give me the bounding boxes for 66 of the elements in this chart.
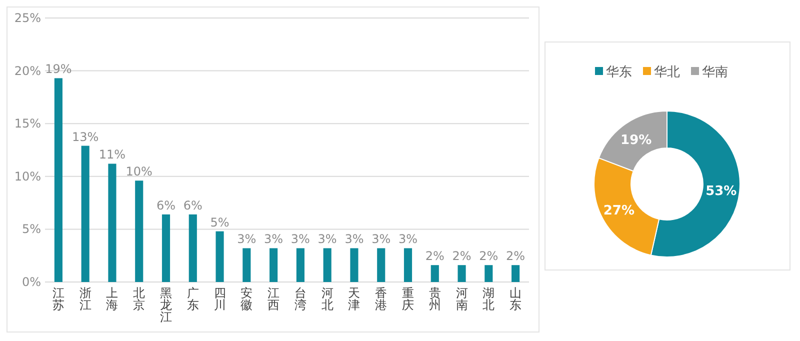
- bar: [162, 214, 170, 282]
- data-label: 2%: [452, 249, 472, 264]
- data-label: 3%: [344, 232, 364, 246]
- data-label: 53%: [706, 184, 737, 200]
- bar: [404, 248, 412, 282]
- x-tick-label: 台湾: [294, 286, 306, 312]
- x-tick-label: 黑龙江: [160, 286, 172, 324]
- data-label: 27%: [603, 204, 635, 219]
- x-tick-label: 广东: [186, 286, 199, 312]
- bar: [188, 214, 197, 282]
- bar: [484, 265, 493, 282]
- bar: [81, 146, 90, 282]
- data-label: 3%: [372, 232, 391, 246]
- bar: [135, 180, 144, 282]
- data-label: 3%: [398, 232, 418, 246]
- data-label: 13%: [72, 130, 99, 144]
- data-label: 3%: [290, 232, 310, 246]
- x-tick-label: 重庆: [402, 286, 414, 312]
- bar: [458, 265, 466, 282]
- y-tick-label: 5%: [22, 222, 41, 236]
- bar: [323, 248, 332, 282]
- data-label: 2%: [425, 249, 444, 264]
- data-label: 3%: [264, 232, 284, 246]
- data-label: 6%: [156, 198, 176, 212]
- x-tick-label: 安徽: [240, 286, 253, 312]
- data-label: 2%: [506, 249, 526, 264]
- y-tick-label: 15%: [14, 116, 41, 131]
- x-tick-label: 江西: [268, 286, 280, 312]
- x-tick-label: 北京: [133, 286, 146, 312]
- data-label: 10%: [126, 164, 152, 179]
- y-tick-label: 20%: [14, 64, 41, 78]
- bar: [242, 248, 251, 282]
- x-tick-label: 浙江: [79, 286, 92, 312]
- x-tick-label: 山东: [510, 286, 522, 312]
- y-tick-label: 0%: [22, 275, 41, 289]
- data-label: 3%: [318, 232, 337, 246]
- y-tick-label: 10%: [14, 169, 41, 184]
- y-tick-label: 25%: [14, 11, 41, 25]
- x-tick-label: 江苏: [52, 286, 64, 312]
- data-label: 11%: [98, 148, 126, 162]
- data-label: 6%: [183, 198, 202, 212]
- data-label: 3%: [237, 232, 256, 246]
- x-tick-label: 河北: [321, 286, 334, 312]
- data-label: 19%: [620, 133, 652, 148]
- x-tick-label: 河南: [456, 286, 468, 312]
- data-label: 5%: [210, 215, 230, 230]
- x-tick-label: 湖北: [482, 286, 495, 312]
- bar: [350, 248, 358, 282]
- x-tick-label: 四川: [214, 286, 226, 312]
- x-tick-label: 香港: [375, 286, 388, 312]
- legend-label: 华东: [606, 65, 632, 80]
- legend-label: 华北: [654, 65, 680, 80]
- bar: [108, 164, 116, 282]
- bar: [512, 265, 520, 282]
- bar: [270, 248, 278, 282]
- bar: [216, 231, 224, 282]
- bar: [430, 265, 439, 282]
- bar: [54, 78, 62, 282]
- bar: [377, 248, 386, 282]
- data-label: 19%: [45, 62, 72, 76]
- legend-label: 华南: [702, 65, 728, 80]
- x-tick-label: 上海: [106, 286, 118, 312]
- bar: [296, 248, 304, 282]
- data-label: 2%: [479, 249, 498, 264]
- x-tick-label: 贵州: [428, 286, 441, 312]
- x-tick-label: 天津: [348, 286, 360, 312]
